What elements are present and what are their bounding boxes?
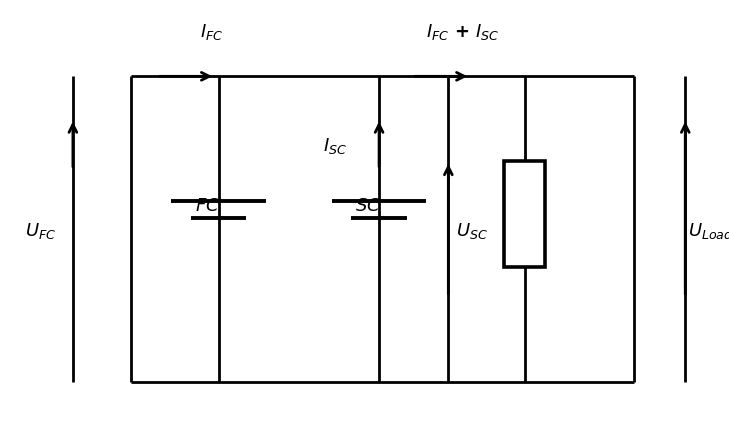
Text: $\mathit{I}_{SC}$: $\mathit{I}_{SC}$	[323, 136, 348, 156]
Text: $\mathit{SC}$: $\mathit{SC}$	[355, 197, 381, 215]
Text: $\mathit{U}_{FC}$: $\mathit{U}_{FC}$	[25, 221, 55, 241]
Text: $\mathit{U}_{Load}$: $\mathit{U}_{Load}$	[688, 221, 729, 241]
Text: $\mathit{I}_{FC}$: $\mathit{I}_{FC}$	[200, 22, 223, 42]
Text: $\mathit{I}_{FC}$ + $\mathit{I}_{SC}$: $\mathit{I}_{FC}$ + $\mathit{I}_{SC}$	[426, 22, 499, 42]
Text: $\mathit{FC}$: $\mathit{FC}$	[195, 197, 220, 215]
Bar	[504, 161, 545, 267]
Text: $\mathit{U}_{SC}$: $\mathit{U}_{SC}$	[456, 221, 488, 241]
